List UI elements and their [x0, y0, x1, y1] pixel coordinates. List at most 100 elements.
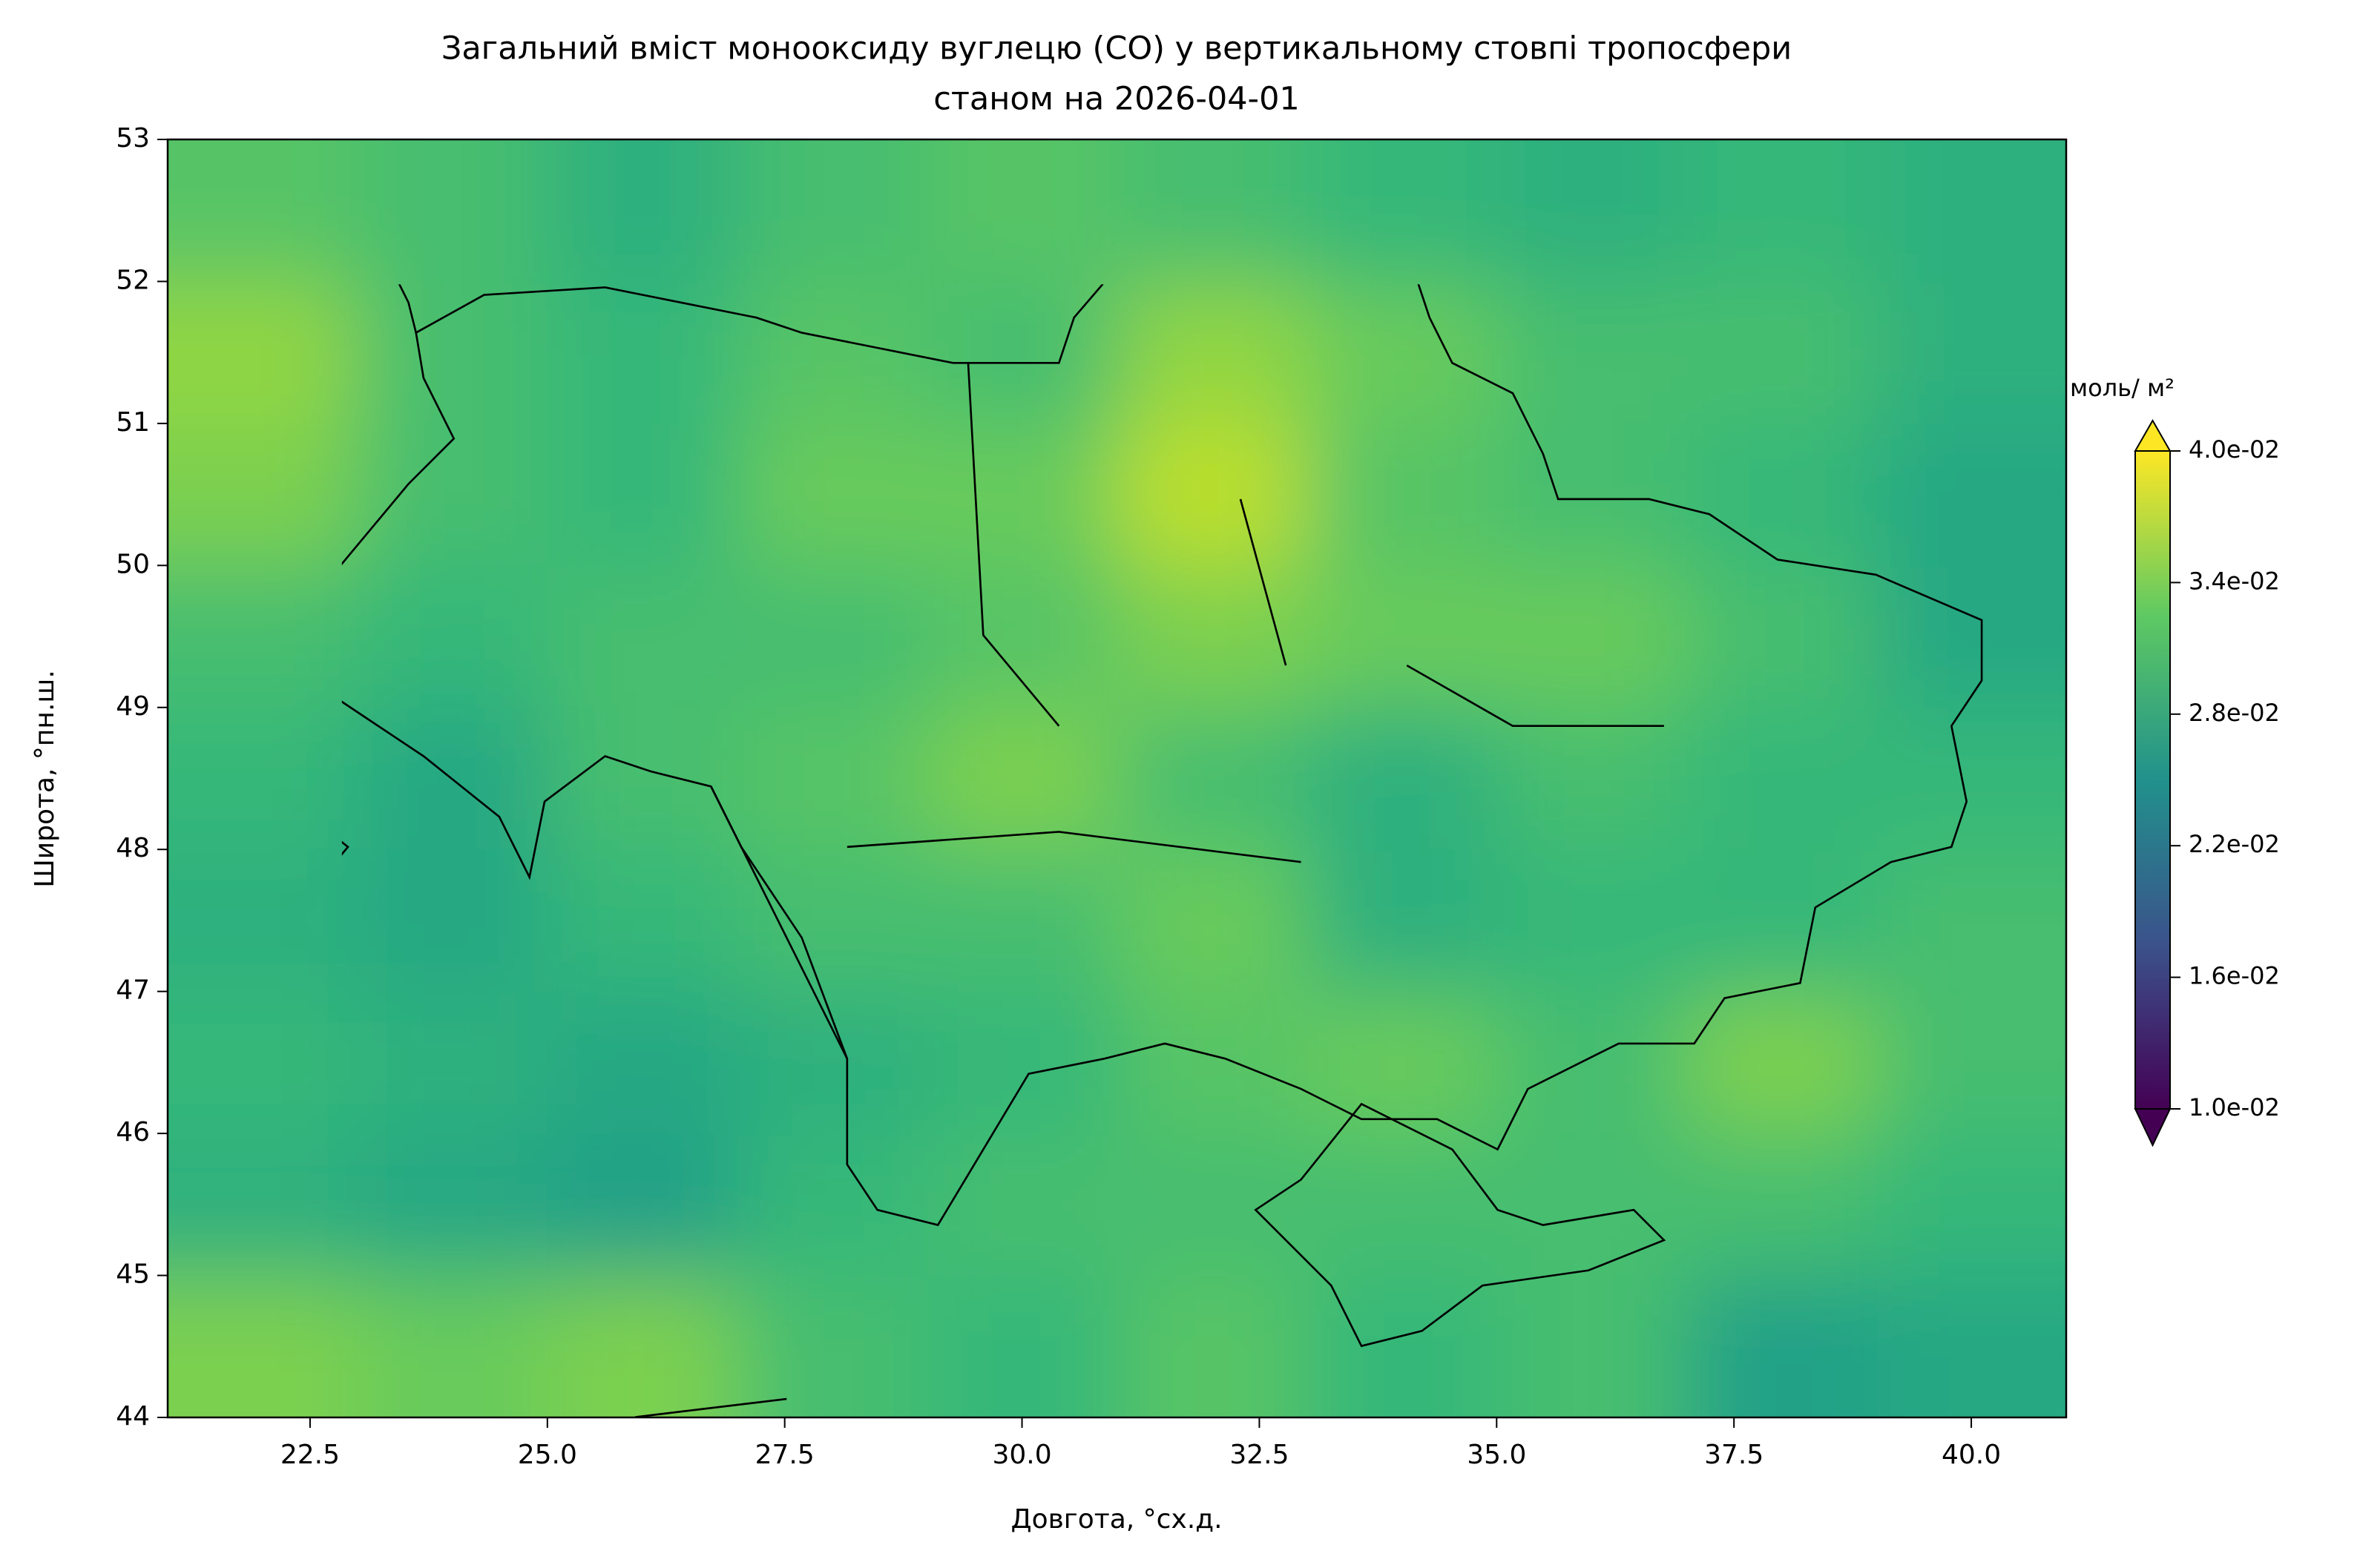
x-tick-label: 27.5 — [755, 1440, 815, 1470]
borders — [341, 284, 1983, 1418]
cell — [1496, 1133, 1688, 1277]
cell — [1117, 849, 1308, 992]
cell — [547, 423, 738, 567]
cell — [1496, 1275, 1688, 1417]
cell — [357, 281, 548, 424]
cell — [1306, 991, 1498, 1135]
colorbar-tick-label: 2.8e-02 — [2189, 699, 2280, 727]
y-tick-label: 46 — [116, 1117, 150, 1147]
x-tick-label: 37.5 — [1704, 1440, 1764, 1470]
cell — [927, 849, 1118, 992]
cell — [927, 707, 1118, 851]
x-tick-label: 25.0 — [518, 1440, 577, 1470]
cell — [357, 423, 548, 567]
cell — [547, 281, 738, 424]
cell — [168, 849, 358, 992]
cell — [1686, 1133, 1878, 1277]
cell — [357, 991, 548, 1135]
cell — [1306, 1275, 1498, 1417]
cell — [1876, 849, 2066, 992]
cell — [547, 707, 738, 851]
cell — [1686, 423, 1878, 567]
cell — [1117, 281, 1308, 424]
cell — [1306, 565, 1498, 708]
cell — [1496, 565, 1688, 708]
cell — [1306, 1133, 1498, 1277]
cell — [927, 139, 1118, 283]
cell — [1876, 281, 2066, 424]
cell — [357, 1275, 548, 1417]
cell — [547, 565, 738, 708]
cell — [547, 1275, 738, 1417]
cell — [927, 565, 1118, 708]
cell — [927, 1133, 1118, 1277]
cell — [168, 707, 358, 851]
cell — [1496, 707, 1688, 851]
y-tick-label: 48 — [116, 833, 150, 863]
cell — [1117, 565, 1308, 708]
cell — [168, 139, 358, 283]
cell — [1876, 707, 2066, 851]
cell — [737, 991, 928, 1135]
x-tick-label: 22.5 — [280, 1440, 340, 1470]
x-axis-label: Довгота, °сх.д. — [1010, 1504, 1222, 1535]
cell — [1876, 139, 2066, 283]
x-tick-label: 32.5 — [1229, 1440, 1289, 1470]
cell — [168, 991, 358, 1135]
cell — [1117, 1275, 1308, 1417]
cell — [1117, 1133, 1308, 1277]
colorbar-label: моль/ м² — [2070, 374, 2175, 402]
cell — [737, 423, 928, 567]
cell — [1686, 139, 1878, 283]
cell — [1876, 423, 2066, 567]
cell — [1876, 1133, 2066, 1277]
colorbar-tick-label: 1.0e-02 — [2189, 1093, 2280, 1121]
cell — [1876, 991, 2066, 1135]
colorbar-tick-label: 2.2e-02 — [2189, 830, 2280, 858]
cell — [737, 849, 928, 992]
cell — [547, 849, 738, 992]
cell — [927, 423, 1118, 567]
cell — [1496, 139, 1688, 283]
cell — [357, 565, 548, 708]
field — [168, 139, 2066, 1417]
cell — [737, 1133, 928, 1277]
cell — [1306, 281, 1498, 424]
colorbar-tick-label: 3.4e-02 — [2189, 567, 2280, 595]
cell — [737, 281, 928, 424]
cell — [737, 707, 928, 851]
cell — [1496, 991, 1688, 1135]
cell — [737, 139, 928, 283]
y-tick-label: 44 — [116, 1401, 150, 1432]
cell — [547, 991, 738, 1135]
cell — [1496, 281, 1688, 424]
cell — [1306, 849, 1498, 992]
y-tick-label: 50 — [116, 549, 150, 579]
cell — [547, 139, 738, 283]
cell — [168, 423, 358, 567]
cell — [547, 1133, 738, 1277]
cell — [357, 849, 548, 992]
y-tick-label: 49 — [116, 691, 150, 722]
colorbar-tick-label: 4.0e-02 — [2189, 435, 2280, 464]
y-axis-label: Широта, °пн.ш. — [30, 670, 60, 888]
cell — [1306, 139, 1498, 283]
cell — [1117, 991, 1308, 1135]
cell — [737, 565, 928, 708]
y-tick-label: 52 — [116, 265, 150, 295]
cell — [357, 139, 548, 283]
cell — [168, 1275, 358, 1417]
colorbar-fill — [2135, 451, 2170, 1109]
colorbar: моль/ м² — [2070, 374, 2175, 1147]
chart-title: Загальний вміст монооксиду вуглецю (CO) … — [441, 30, 1792, 67]
cell — [1306, 423, 1498, 567]
cell — [1876, 1275, 2066, 1417]
cell — [1306, 707, 1498, 851]
cell — [1496, 849, 1688, 992]
cell — [168, 281, 358, 424]
x-tick-label: 35.0 — [1467, 1440, 1526, 1470]
cell — [927, 991, 1118, 1135]
cell — [1117, 423, 1308, 567]
cell — [1686, 849, 1878, 992]
